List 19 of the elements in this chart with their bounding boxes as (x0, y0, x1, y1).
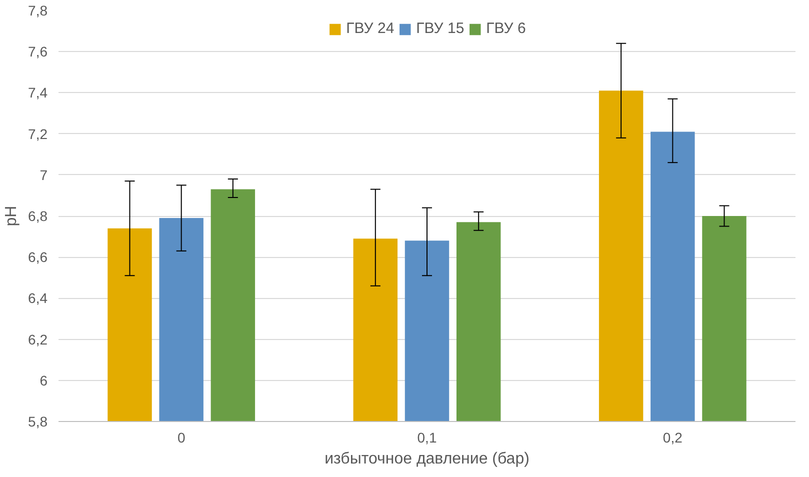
y-tick-label: 6 (40, 372, 48, 388)
x-tick-label: 0 (177, 430, 186, 446)
legend-label: ГВУ 15 (416, 20, 464, 37)
y-axis-title: pH (3, 206, 20, 226)
legend-label: ГВУ 6 (486, 20, 526, 37)
x-tick-label: 0,2 (662, 430, 683, 446)
y-tick-label: 7,8 (28, 2, 48, 18)
y-tick-label: 5,8 (28, 414, 48, 430)
y-tick-label: 6,4 (28, 290, 48, 306)
y-tick-label: 7,2 (28, 126, 48, 142)
y-tick-label: 6,6 (28, 249, 48, 266)
y-tick-label: 7,6 (28, 44, 48, 60)
x-tick-label: 0,1 (417, 430, 437, 446)
y-tick-label: 6,8 (28, 208, 48, 224)
y-tick-label: 6,2 (28, 331, 48, 348)
legend-label: ГВУ 24 (346, 20, 394, 37)
y-tick-label: 7,4 (28, 84, 48, 101)
y-tick-label: 7 (40, 166, 48, 183)
x-axis-title: избыточное давление (бар) (324, 450, 530, 468)
